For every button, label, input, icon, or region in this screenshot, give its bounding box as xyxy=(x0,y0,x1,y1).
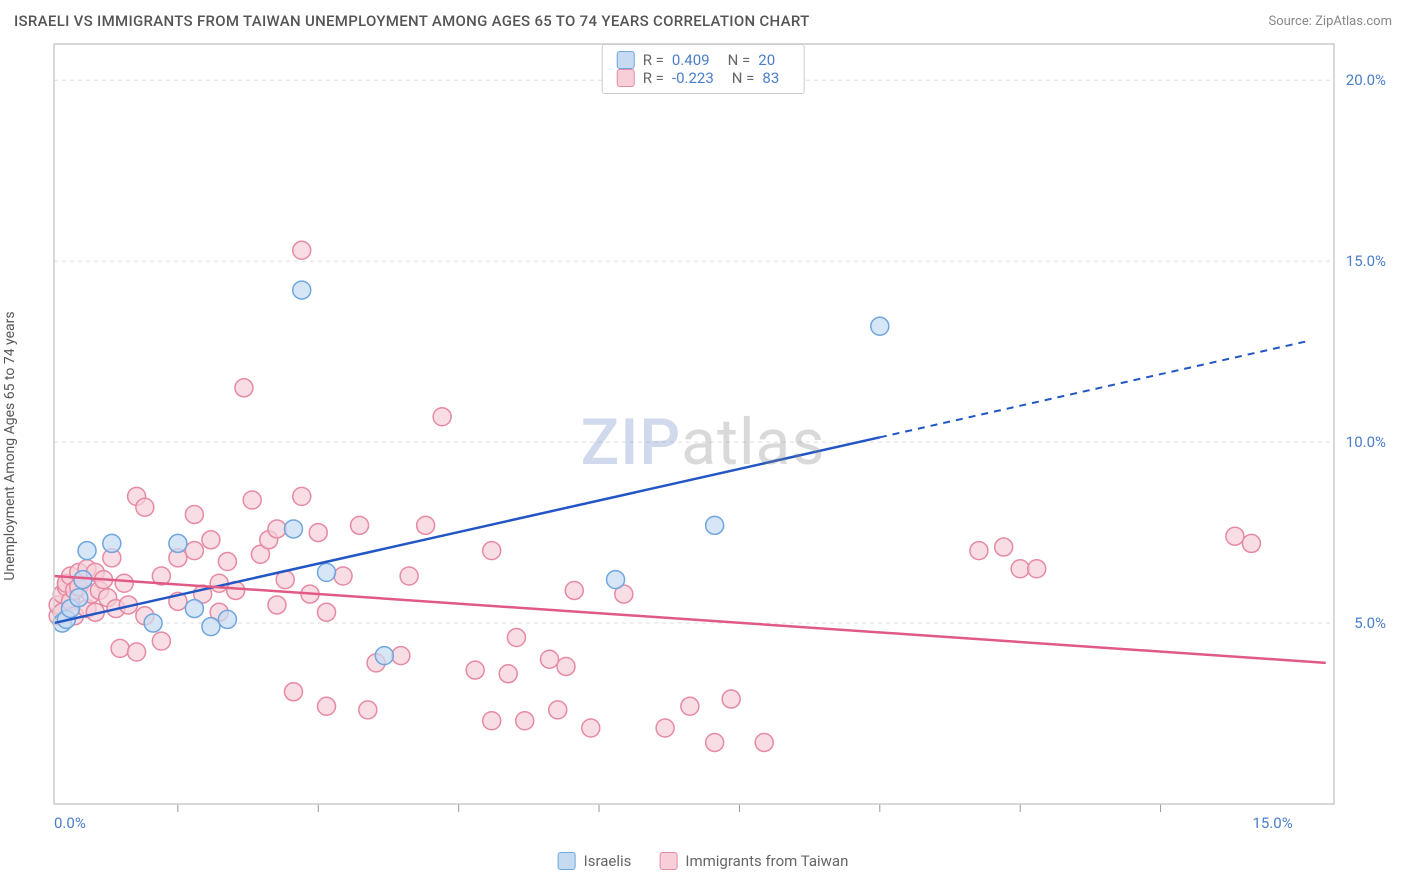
swatch-israelis xyxy=(617,51,635,69)
r-value: -0.223 xyxy=(672,69,714,87)
svg-text:20.0%: 20.0% xyxy=(1346,71,1386,89)
svg-text:10.0%: 10.0% xyxy=(1346,433,1386,451)
series-legend: Israelis Immigrants from Taiwan xyxy=(558,852,849,870)
r-label: R = xyxy=(643,69,664,87)
correlation-legend: R = 0.409 N = 20 R = -0.223 N = 83 xyxy=(602,44,805,94)
legend-label: Immigrants from Taiwan xyxy=(685,852,848,870)
r-label: R = xyxy=(643,51,664,69)
svg-text:15.0%: 15.0% xyxy=(1252,814,1292,832)
swatch-taiwan xyxy=(617,69,635,87)
swatch-israelis xyxy=(558,852,576,870)
svg-text:5.0%: 5.0% xyxy=(1354,614,1386,632)
svg-text:0.0%: 0.0% xyxy=(54,814,86,832)
n-label: N = xyxy=(728,51,751,69)
n-value: 83 xyxy=(762,69,779,87)
chart-title: ISRAELI VS IMMIGRANTS FROM TAIWAN UNEMPL… xyxy=(14,12,810,30)
n-value: 20 xyxy=(758,51,775,69)
title-bar: ISRAELI VS IMMIGRANTS FROM TAIWAN UNEMPL… xyxy=(14,12,1392,30)
r-value: 0.409 xyxy=(672,51,710,69)
swatch-taiwan xyxy=(659,852,677,870)
correlation-row-taiwan: R = -0.223 N = 83 xyxy=(617,69,790,87)
svg-text:15.0%: 15.0% xyxy=(1346,252,1386,270)
legend-item-israelis: Israelis xyxy=(558,852,632,870)
scatter-chart: 5.0% 10.0% 15.0% 20.0% 0.0% 15.0% xyxy=(48,38,1392,832)
correlation-row-israelis: R = 0.409 N = 20 xyxy=(617,51,790,69)
y-axis-label: Unemployment Among Ages 65 to 74 years xyxy=(2,311,18,580)
n-label: N = xyxy=(732,69,755,87)
chart-container: 5.0% 10.0% 15.0% 20.0% 0.0% 15.0% xyxy=(48,38,1392,832)
legend-label: Israelis xyxy=(584,852,632,870)
source-attribution: Source: ZipAtlas.com xyxy=(1268,14,1392,29)
legend-item-taiwan: Immigrants from Taiwan xyxy=(659,852,848,870)
